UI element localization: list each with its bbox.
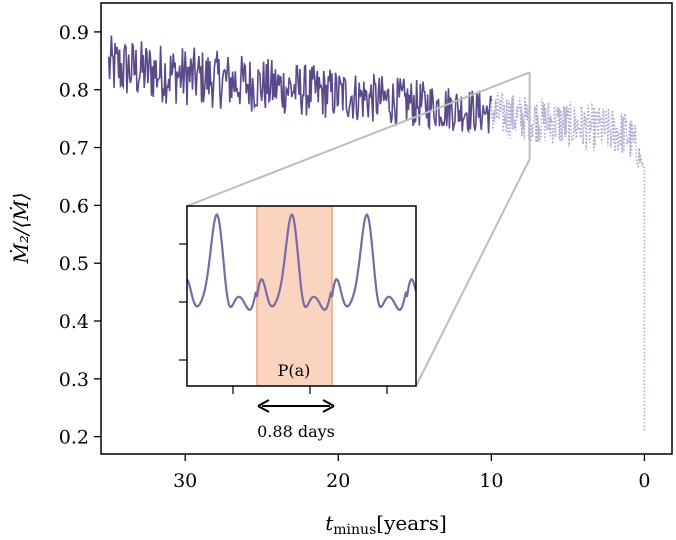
axes-frame <box>100 2 673 455</box>
zoom-connector-bottom <box>415 158 531 387</box>
x-axis-label-units: [years] <box>376 511 447 535</box>
inset-period-label: P(a) <box>278 361 311 380</box>
period-arrow-head-right <box>322 399 335 413</box>
y-tick-label: 0.2 <box>59 427 89 449</box>
y-axis-ticks: 0.2 0.3 0.4 0.5 0.6 0.7 0.8 0.9 <box>59 22 101 449</box>
inset-period-band <box>257 206 332 386</box>
x-axis-ticks: 30 20 10 0 <box>173 454 650 492</box>
inset-frame <box>186 205 417 387</box>
period-arrow: 0.88 days <box>257 399 335 441</box>
series-line-simulated <box>107 35 493 134</box>
period-arrow-head-left <box>257 399 270 413</box>
inset-plot: P(a) <box>179 205 417 394</box>
period-arrow-label: 0.88 days <box>257 422 335 441</box>
inset-series-line <box>187 212 416 311</box>
x-axis-label-main: t <box>325 511 334 535</box>
y-tick-label: 0.5 <box>59 253 89 275</box>
series-line-extrapolated <box>490 91 646 431</box>
x-axis-label-sub: minus <box>333 522 376 538</box>
x-tick-label: 20 <box>326 470 350 492</box>
y-axis-label: Ṁ₂/⟨Ṁ⟩ <box>9 192 33 264</box>
x-tick-label: 30 <box>173 470 197 492</box>
y-tick-label: 0.3 <box>59 369 89 391</box>
y-tick-label: 0.4 <box>59 311 89 333</box>
y-tick-label: 0.6 <box>59 195 89 217</box>
y-tick-label: 0.9 <box>59 22 89 44</box>
y-tick-label: 0.7 <box>59 138 89 160</box>
y-tick-label: 0.8 <box>59 80 89 102</box>
x-axis-label: tminus[years] <box>325 511 447 538</box>
x-tick-label: 10 <box>479 470 503 492</box>
zoom-connector-top <box>186 71 530 207</box>
x-tick-label: 0 <box>638 470 650 492</box>
